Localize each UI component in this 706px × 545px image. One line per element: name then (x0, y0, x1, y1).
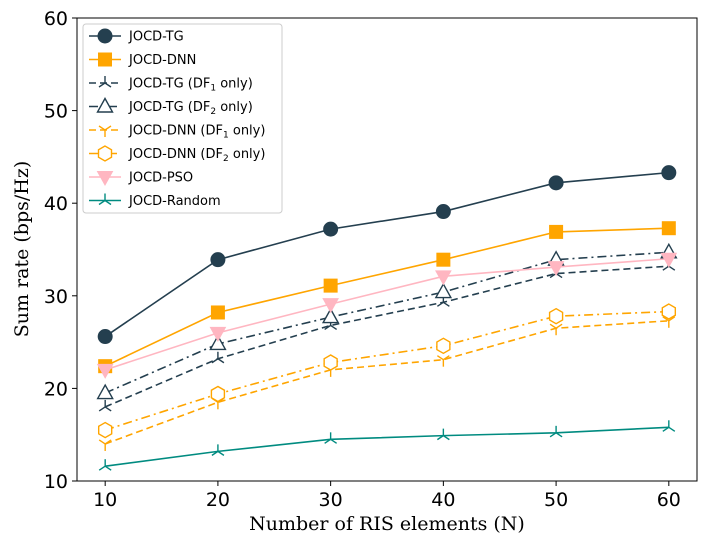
legend-marker (96, 97, 114, 113)
legend-marker (98, 125, 112, 137)
legend-label: JOCD-TG (128, 30, 184, 45)
data-point (661, 165, 677, 181)
data-point (324, 432, 338, 444)
data-point (98, 439, 112, 451)
legend-label: JOCD-DNN (128, 53, 196, 68)
data-point (209, 326, 227, 342)
data-point (323, 354, 338, 371)
y-tick-label: 10 (44, 471, 68, 493)
legend-entry-5: JOCD-DNN (DF1 only) (89, 124, 265, 141)
series-line (105, 426, 669, 467)
data-point (209, 334, 227, 351)
series-1 (97, 165, 677, 345)
ticks-layer: 10 20 30 40 50 60 10 20 30 40 50 60 (44, 8, 681, 511)
data-point (211, 351, 225, 364)
data-point (660, 252, 678, 268)
data-point (97, 329, 113, 345)
series-6 (97, 303, 677, 439)
series-line (104, 227, 669, 367)
data-point (98, 459, 112, 471)
data-point (210, 385, 226, 403)
legend-entry-2: JOCD-DNN (89, 52, 196, 68)
series-7 (96, 252, 678, 379)
y-tick-label: 30 (44, 286, 68, 308)
legend-entry-7: JOCD-PSO (89, 171, 193, 187)
legend-marker (98, 52, 112, 67)
data-point (662, 420, 676, 432)
x-tick-label: 60 (657, 489, 681, 511)
legend-entry-3: JOCD-TG (DF1 only) (89, 76, 253, 94)
data-point (436, 428, 450, 441)
x-tick-label: 10 (93, 489, 117, 511)
data-point (547, 261, 565, 277)
legend-box (82, 23, 283, 214)
legend-entry-8: JOCD-Random (89, 193, 221, 209)
data-point (436, 355, 450, 367)
y-axis-label: Sum rate (bps/Hz) (11, 161, 33, 338)
data-point (548, 307, 564, 325)
legend-marker (97, 145, 113, 162)
legend-label: JOCD-TG (DF1 only) (128, 77, 253, 94)
data-point (435, 204, 451, 220)
data-point (549, 224, 564, 239)
data-point (323, 221, 339, 237)
x-tick-label: 50 (544, 489, 568, 511)
data-point (96, 383, 114, 400)
data-point (98, 399, 112, 412)
legend-label: JOCD-Random (128, 194, 221, 209)
data-point (662, 316, 676, 328)
x-tick-label: 30 (319, 489, 343, 511)
series-line (104, 257, 669, 371)
data-point (211, 444, 225, 456)
legend: JOCD-TG JOCD-DNN JOCD-TG (DF1 only) JOCD-TG… (82, 23, 283, 214)
series-line (104, 265, 669, 408)
legend-entry-1: JOCD-TG (89, 28, 184, 45)
x-tick-label: 40 (431, 489, 455, 511)
series-layer (96, 165, 678, 471)
data-point (661, 303, 677, 320)
y-tick-label: 20 (44, 378, 68, 400)
data-point (210, 305, 225, 320)
data-point (549, 425, 563, 438)
series-line (104, 320, 669, 445)
legend-label: JOCD-DNN (DF1 only) (128, 124, 265, 141)
series-line (104, 251, 669, 394)
legend-marker (97, 28, 113, 44)
x-axis-label: Number of RIS elements (N) (249, 513, 525, 535)
legend-marker (98, 76, 112, 88)
legend-label: JOCD-TG (DF2 only) (128, 100, 253, 117)
series-line (104, 171, 669, 338)
data-point (96, 363, 114, 379)
legend-entry-6: JOCD-DNN (DF2 only) (89, 145, 265, 164)
series-line (104, 310, 669, 431)
data-point (436, 252, 451, 267)
data-point (548, 175, 564, 191)
data-point (661, 221, 676, 236)
data-point (323, 278, 338, 293)
legend-label: JOCD-PSO (128, 171, 193, 186)
data-point (97, 421, 113, 439)
data-point (210, 252, 226, 268)
y-tick-label: 60 (44, 8, 68, 30)
data-point (435, 270, 452, 286)
data-point (321, 307, 340, 324)
legend-entry-4: JOCD-TG (DF2 only) (89, 97, 253, 117)
data-point (434, 282, 453, 299)
y-tick-label: 50 (44, 101, 68, 123)
legend-marker (96, 171, 114, 187)
data-point (322, 298, 339, 314)
legend-marker (98, 193, 112, 206)
data-point (436, 337, 451, 355)
x-tick-label: 20 (206, 489, 230, 511)
legend-label: JOCD-DNN (DF2 only) (128, 147, 265, 164)
data-point (549, 323, 563, 336)
y-tick-label: 40 (44, 193, 68, 215)
series-8 (98, 420, 676, 471)
